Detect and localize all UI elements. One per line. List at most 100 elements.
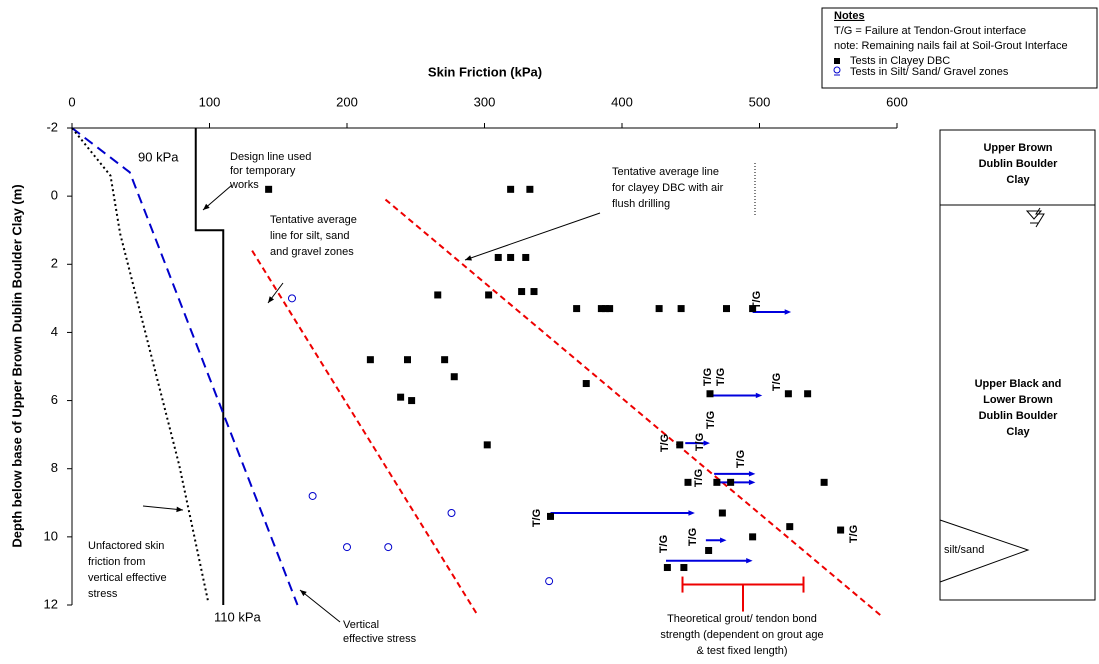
y-tick-label: 12 [44, 596, 58, 611]
silt-lens [939, 519, 1030, 583]
line-silt [251, 250, 479, 616]
point [545, 577, 554, 586]
annotation: Unfactored skin [88, 540, 164, 552]
point [706, 390, 714, 398]
point [655, 305, 663, 313]
tg-label: T/G [735, 450, 747, 468]
point [680, 564, 688, 572]
point [705, 546, 713, 554]
point [288, 294, 296, 303]
tg-label: T/G [771, 373, 783, 391]
point [507, 185, 515, 193]
stratum-label: silt/sand [944, 544, 984, 556]
annotation: Design line used [230, 151, 311, 163]
point [518, 288, 526, 296]
point [522, 253, 530, 261]
x-axis-label: Skin Friction (kPa) [428, 64, 542, 79]
point [786, 523, 794, 531]
annotation-arrow [142, 505, 184, 511]
line-unfactored [71, 127, 210, 602]
annotation: for clayey DBC with air [612, 182, 724, 194]
x-tick-label: 400 [611, 94, 633, 109]
legend-label: Tests in Clayey DBC [850, 55, 950, 67]
legend-marker [834, 58, 840, 64]
annotation: stress [88, 588, 118, 600]
arrow-head [176, 506, 183, 513]
legend-label: Tests in Silt/ Sand/ Gravel zones [850, 66, 1009, 78]
annotation: for temporary [230, 165, 296, 177]
point [384, 543, 393, 552]
point [597, 305, 605, 313]
stratum-label: Clay [1006, 426, 1030, 438]
point [494, 253, 502, 261]
annotation: & test fixed length) [696, 645, 787, 657]
point [450, 373, 458, 381]
x-tick-label: 100 [199, 94, 221, 109]
y-tick-label: -2 [46, 119, 58, 134]
point [820, 478, 828, 486]
annotation: Theoretical grout/ tendon bond [667, 613, 817, 625]
arrow-head [748, 479, 756, 486]
annotation: 90 kPa [138, 149, 179, 164]
tg-label: T/G [658, 535, 670, 553]
arrow-head [268, 296, 275, 303]
arrow-head [748, 471, 756, 477]
tg-label: T/G [687, 528, 699, 546]
point [677, 305, 685, 313]
tg-label: T/G [848, 525, 860, 543]
arrow-head [746, 557, 753, 564]
arrow-head [300, 590, 307, 597]
point [343, 543, 351, 552]
point [718, 509, 726, 517]
y-tick-label: 2 [51, 256, 58, 271]
tg-label: T/G [705, 411, 717, 429]
annotation: 110 kPa [214, 609, 262, 624]
arrow-head [688, 510, 695, 516]
line-vertical [71, 127, 299, 606]
point [606, 305, 614, 313]
point [602, 305, 609, 313]
point [713, 478, 721, 486]
point [749, 533, 757, 541]
point [507, 253, 515, 261]
y-tick-label: 0 [51, 188, 58, 203]
arrow-head [755, 392, 763, 399]
y-axis-label: Depth below base of Upper Brown Dublin B… [9, 184, 24, 547]
x-tick-label: 500 [749, 94, 771, 109]
tg-label: T/G [715, 368, 727, 386]
water-level [1025, 207, 1045, 228]
x-tick-label: 200 [336, 94, 358, 109]
point [441, 356, 449, 364]
x-tick-label: 600 [886, 94, 908, 109]
legend-marker [833, 66, 841, 74]
tg-label: T/G [694, 433, 706, 451]
stratum-label: Upper Brown [983, 142, 1052, 154]
point [784, 390, 792, 398]
annotation: Tentative average line [612, 166, 719, 178]
point [684, 478, 692, 486]
stratum-label: Clay [1006, 174, 1030, 186]
point [727, 478, 735, 486]
annotation: line for silt, sand [270, 230, 349, 242]
annotation: flush drilling [612, 198, 670, 210]
y-tick-label: 10 [44, 528, 58, 543]
note: note: Remaining nails fail at Soil-Grout… [834, 40, 1068, 52]
point [837, 526, 845, 534]
arrow-head [203, 203, 210, 210]
note: T/G = Failure at Tendon-Grout interface [834, 25, 1026, 37]
point [804, 390, 812, 398]
line-clayey [384, 198, 882, 616]
tg-label: T/G [751, 291, 763, 309]
arrow-head [465, 255, 472, 261]
point [676, 441, 684, 449]
arrow-head [720, 537, 727, 543]
stratum-label: Dublin Boulder [979, 410, 1059, 422]
tg-label: T/G [659, 434, 671, 452]
tg-label: T/G [702, 368, 714, 386]
annotation: Vertical [343, 619, 379, 631]
y-tick-label: 4 [51, 324, 58, 339]
notes-box [821, 7, 1098, 89]
point [526, 185, 534, 193]
point [573, 305, 581, 313]
